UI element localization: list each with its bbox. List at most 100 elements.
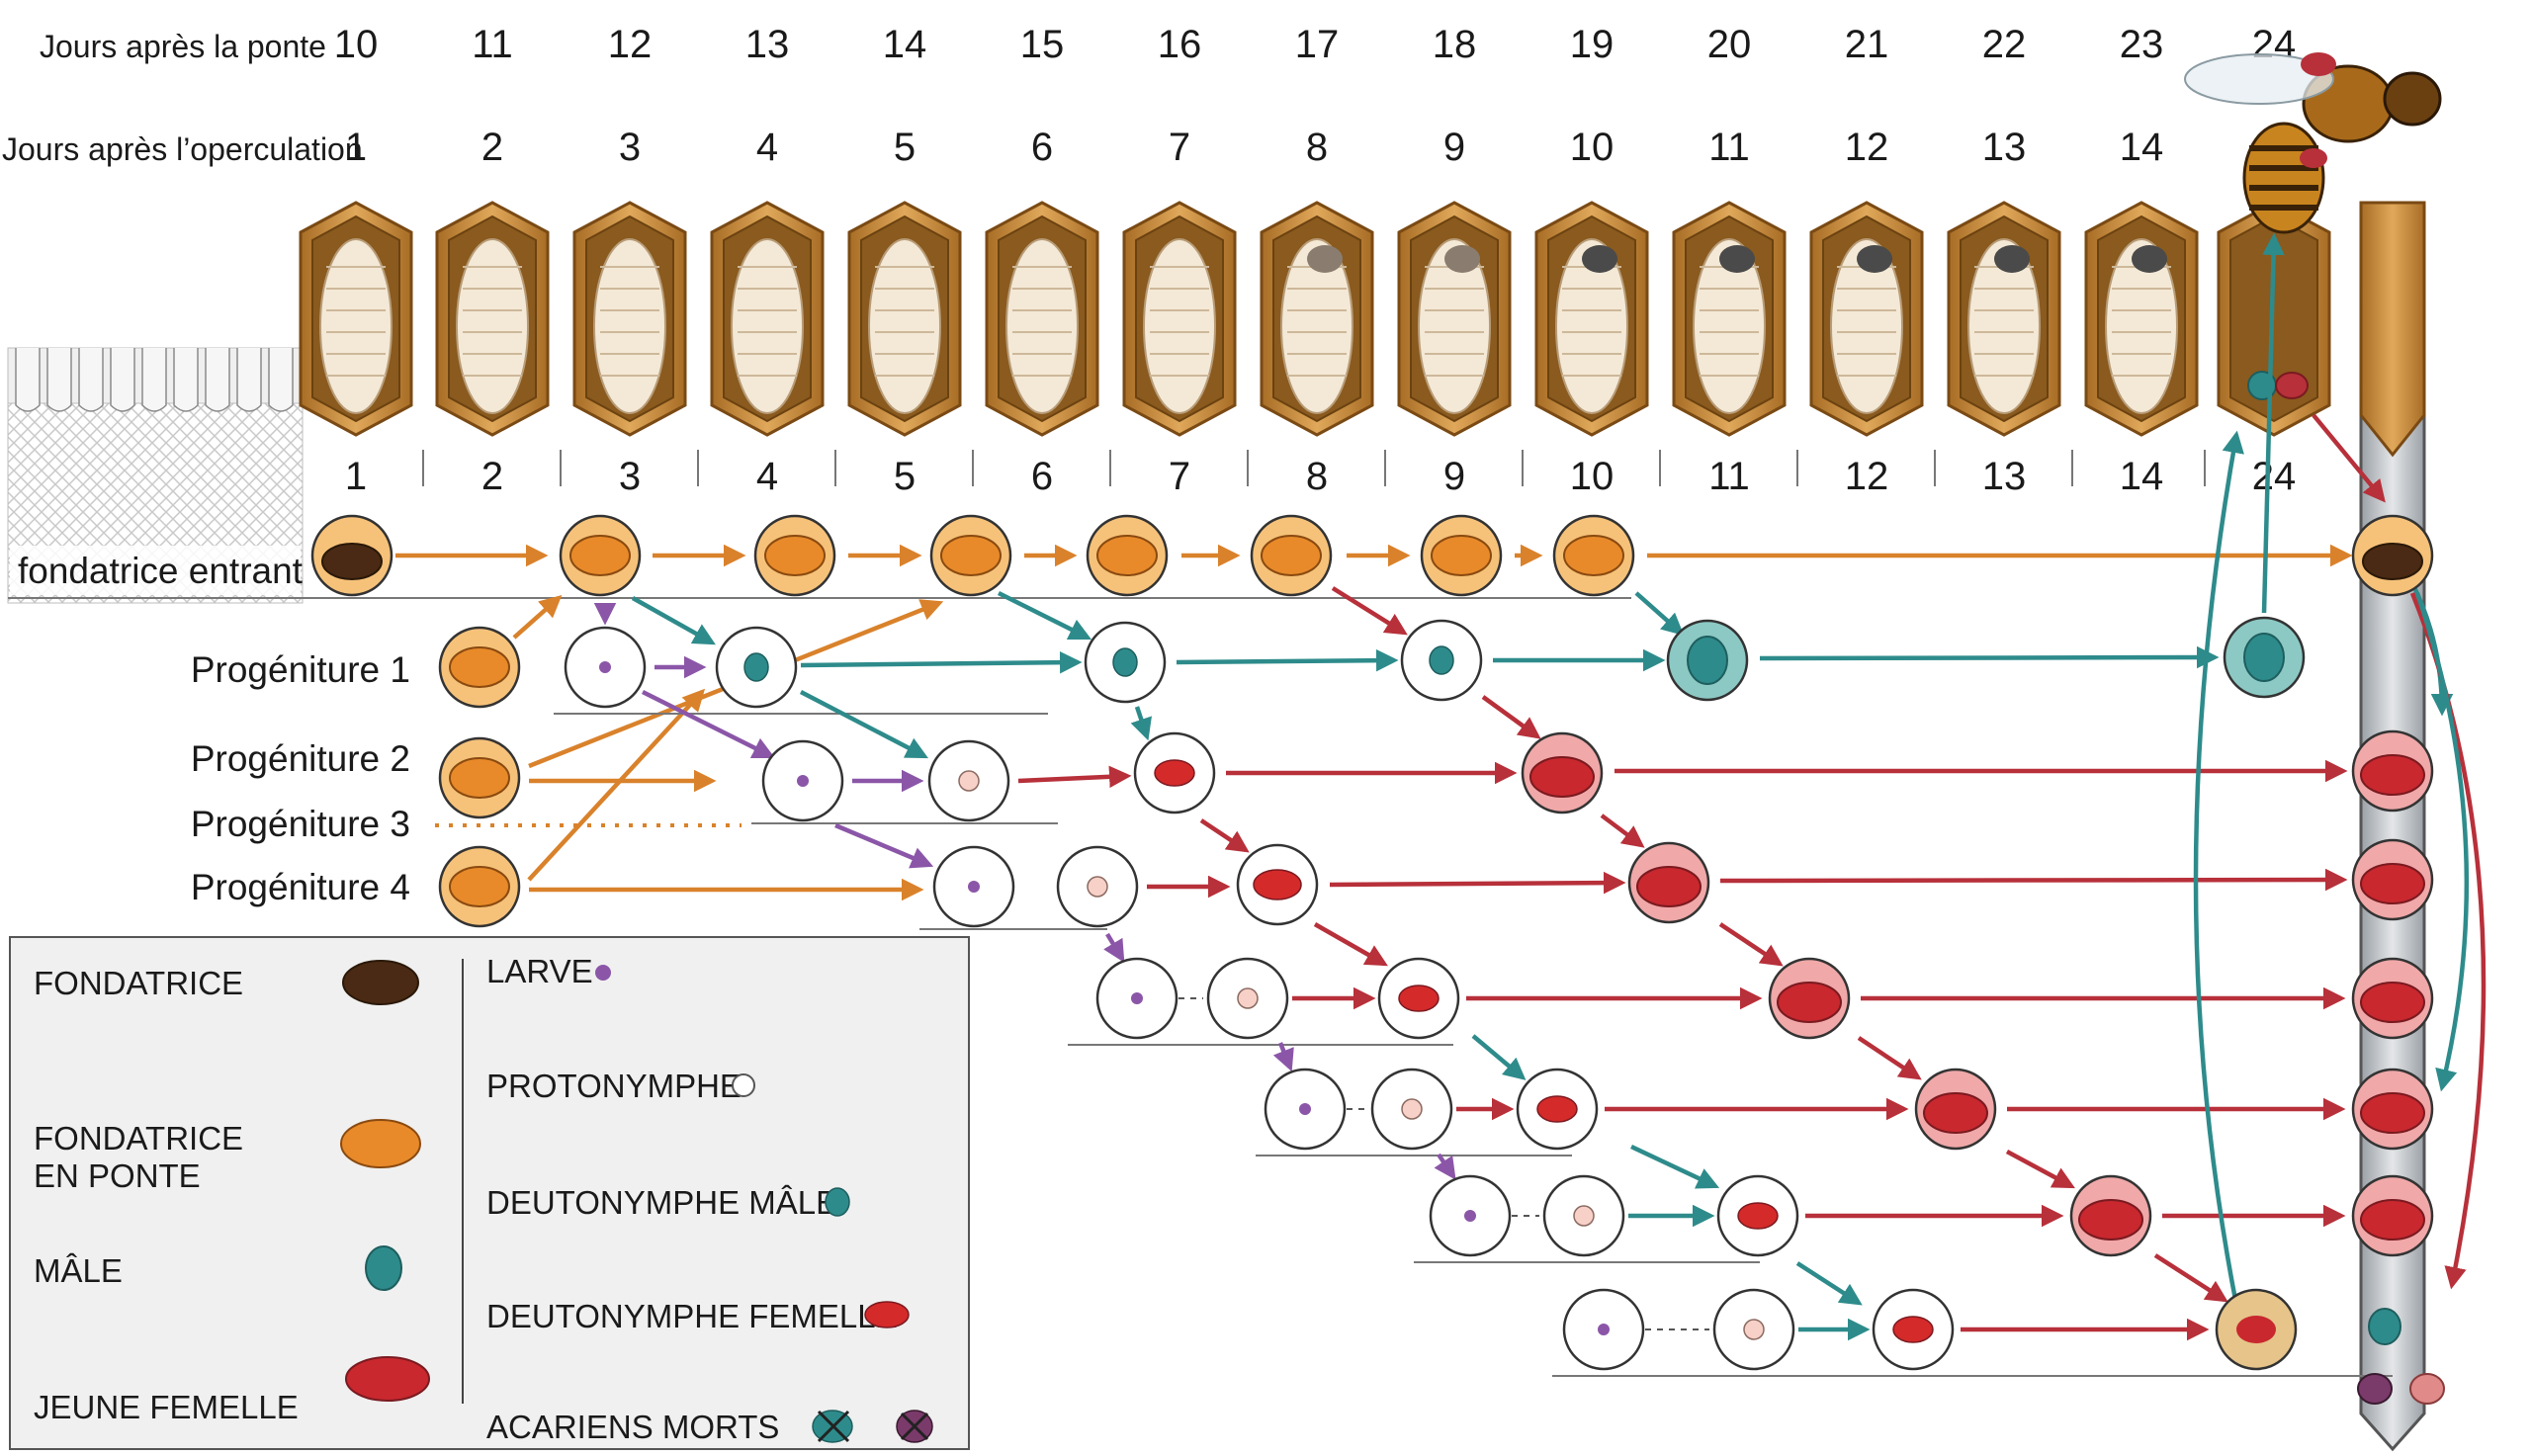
header-day-ponte: 10 — [334, 23, 379, 66]
brood-cell — [1672, 201, 1787, 437]
comb-cell-wall — [15, 348, 41, 412]
mite-node-female-big — [2351, 729, 2434, 813]
arrow-red — [2312, 413, 2386, 503]
pupa-eye — [1994, 245, 2030, 273]
brood-cell — [1122, 201, 1237, 437]
mite-node-foundress-lay — [753, 514, 836, 597]
laying-foundress-icon — [1261, 535, 1322, 576]
mite-node-foundress-lay — [1250, 514, 1333, 597]
comb-cell-wall — [173, 348, 199, 412]
pupa-icon — [1693, 238, 1766, 414]
header-day-operculation: 2 — [481, 126, 503, 169]
header-row2-label: Jours après l’operculation — [2, 131, 363, 167]
mite-node-female-big — [2351, 1068, 2434, 1151]
brood-cell — [435, 201, 550, 437]
pupa-icon — [1280, 238, 1353, 414]
brood-cell — [1947, 201, 2061, 437]
mite-node-proto — [927, 739, 1010, 822]
cell-day-number: 12 — [1845, 455, 1889, 498]
laying-foundress-icon — [940, 535, 1002, 576]
legend-female-deutonymph-icon — [864, 1301, 910, 1328]
larva-icon — [1598, 1324, 1610, 1335]
male-deutonymph-icon — [743, 652, 769, 682]
bee-abdomen — [2242, 122, 2325, 234]
mite-node-male-big — [1666, 619, 1749, 702]
cell-day-number: 14 — [2120, 455, 2164, 498]
mite-node-female — [1872, 1288, 1955, 1371]
young-female-icon — [2360, 863, 2425, 904]
arrow-purple — [1434, 1153, 1456, 1180]
legend-jeune-femelle-label: JEUNE FEMELLE — [34, 1389, 299, 1425]
protonymph-icon — [1087, 876, 1108, 898]
mite-node-larva — [932, 845, 1015, 928]
arrow-orange — [527, 688, 706, 882]
mite-node-larva — [1562, 1288, 1645, 1371]
legend-male-label: MÂLE — [34, 1252, 123, 1289]
mite-node-female-big — [2351, 1174, 2434, 1257]
comb-cell-wall — [46, 348, 72, 412]
row-label-foundress: fondatrice entrant — [18, 551, 304, 591]
arrow-teal — [1130, 706, 1152, 741]
arrow-purple — [834, 822, 934, 869]
legend-box — [9, 936, 970, 1450]
mite-node-female — [1516, 1068, 1599, 1151]
arrow-teal — [1471, 1034, 1527, 1080]
arrow-red — [2153, 1253, 2228, 1303]
header-day-operculation: 5 — [894, 126, 916, 169]
mite-on-bee — [2301, 52, 2336, 76]
arrow-red — [1329, 871, 1626, 895]
header-day-ponte: 20 — [1707, 23, 1752, 66]
mite-node-proto — [1056, 845, 1139, 928]
pupa-icon — [1555, 238, 1628, 414]
arrow-teal — [997, 590, 1092, 641]
cell-day-number: 5 — [894, 455, 916, 498]
mite-node-foundress-lay — [929, 514, 1012, 597]
young-female-icon — [2360, 1199, 2425, 1241]
header-day-operculation: 12 — [1845, 126, 1889, 169]
cell-day-number: 6 — [1031, 455, 1053, 498]
legend-protonymph-icon — [732, 1073, 755, 1097]
mite-node-foundress-lay — [559, 514, 642, 597]
arrow-purple — [1103, 932, 1125, 963]
female-deutonymph-icon — [1536, 1095, 1578, 1123]
header-day-operculation: 11 — [1708, 126, 1750, 169]
header-day-operculation: 6 — [1031, 126, 1053, 169]
header-day-operculation: 10 — [1570, 126, 1615, 169]
pupa-icon — [593, 238, 666, 414]
laying-foundress-icon — [1096, 535, 1158, 576]
legend-larve-label: LARVE — [486, 953, 593, 989]
protonymph-icon — [1237, 987, 1259, 1009]
legend-cross-icon — [900, 1412, 929, 1441]
arrow-red — [1719, 868, 2348, 892]
comb-cell-wall — [110, 348, 135, 412]
row-label-progeny1: Progéniture 1 — [191, 649, 410, 690]
larva-icon — [1131, 992, 1143, 1004]
comb-cell-wall — [236, 348, 262, 412]
header-day-operculation: 8 — [1306, 126, 1328, 169]
legend-deuto-male-label: DEUTONYMPHE MÂLE — [486, 1184, 837, 1221]
arrow-red — [1199, 818, 1250, 853]
female-mite-in-cell — [2275, 372, 2309, 399]
mite-node-female — [1716, 1174, 1799, 1257]
female-deutonymph-icon — [1737, 1202, 1779, 1230]
legend-fondatrice-ponte-label: FONDATRICE EN PONTE — [34, 1120, 243, 1194]
pupa-icon — [1967, 238, 2041, 414]
arrow-red — [1313, 922, 1388, 967]
pupa-eye — [1307, 245, 1343, 273]
male-deutonymph-icon — [1112, 647, 1138, 677]
laying-foundress-icon — [569, 535, 631, 576]
header-day-ponte: 17 — [1295, 23, 1340, 66]
legend-male-deutonymph-icon — [825, 1187, 850, 1217]
mite-node-female-big — [2351, 838, 2434, 921]
arrow-teal — [799, 690, 928, 759]
mite-node-proto — [1206, 957, 1289, 1040]
pupa-icon — [1143, 238, 1216, 414]
mite-node-foundress — [2351, 514, 2434, 597]
arrows — [8, 232, 2487, 1377]
legend-larva-icon — [595, 965, 611, 981]
arrow-teal — [1176, 648, 1399, 672]
arrow-orange — [512, 595, 563, 640]
arrow-teal — [2414, 592, 2470, 1092]
arrow-purple — [1272, 1042, 1294, 1072]
